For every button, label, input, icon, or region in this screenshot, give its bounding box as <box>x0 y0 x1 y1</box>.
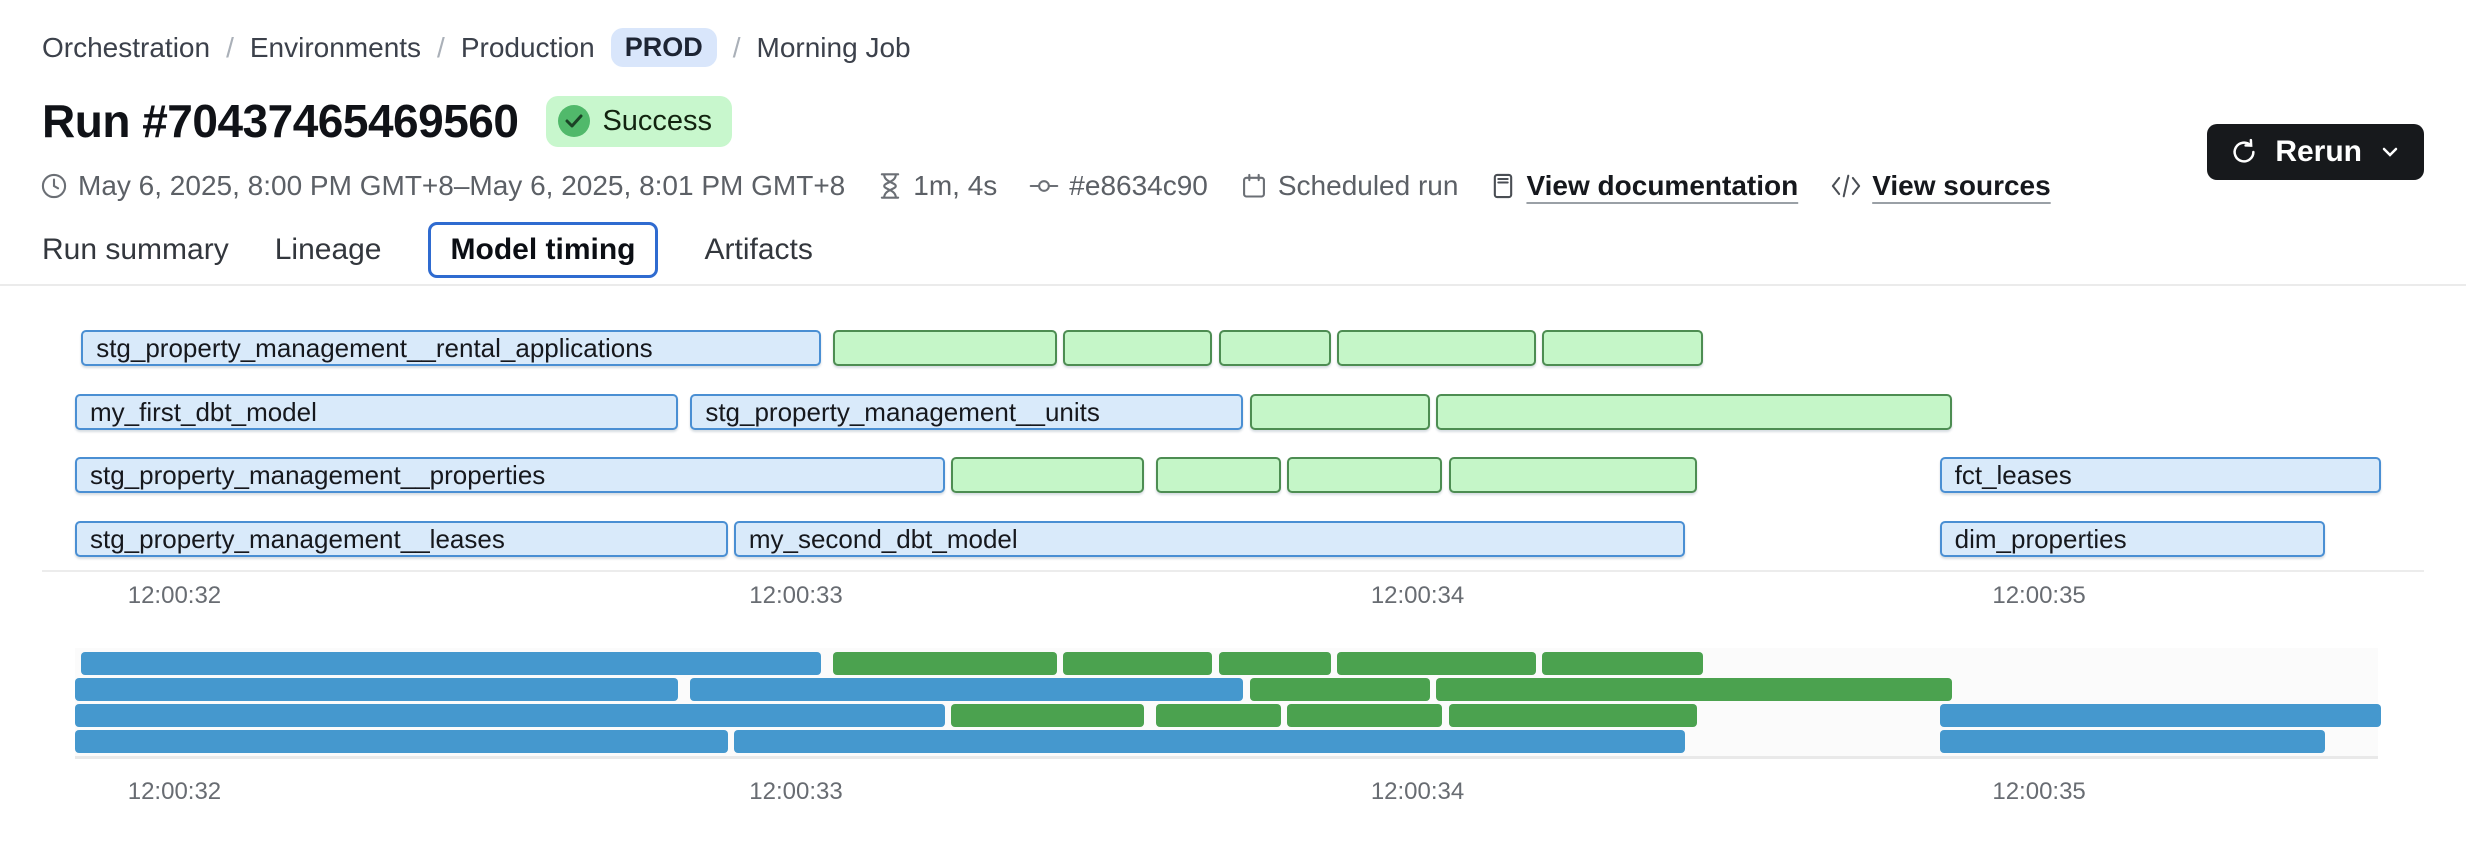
minimap-divider <box>75 756 2378 759</box>
gantt-bar[interactable] <box>951 457 1145 493</box>
hourglass-icon <box>881 173 900 199</box>
axis-tick-label: 12:00:32 <box>127 778 222 805</box>
minimap-bar <box>951 704 1145 727</box>
minimap-bar <box>1063 652 1213 675</box>
minimap-bar <box>75 678 678 701</box>
breadcrumb-separator: / <box>437 31 445 63</box>
gantt-bar[interactable] <box>1541 330 1704 366</box>
minimap-bar <box>1287 704 1443 727</box>
minimap-bar <box>1541 652 1704 675</box>
gantt-bar-my_second_dbt_model[interactable]: my_second_dbt_model <box>733 521 1685 557</box>
breadcrumb-item-prod: PROD <box>610 28 717 67</box>
tab-bar-divider <box>0 284 2466 286</box>
breadcrumb-item-environments[interactable]: Environments <box>249 31 422 63</box>
chevron-down-icon[interactable] <box>2378 140 2402 164</box>
gantt-bar-my_first_dbt_model[interactable]: my_first_dbt_model <box>75 394 678 430</box>
gantt-bar-dim_properties[interactable]: dim_properties <box>1939 521 2325 557</box>
commit-hash: #e8634c90 <box>1029 170 1208 202</box>
code-icon <box>1832 174 1861 198</box>
run-time-range: May 6, 2025, 8:00 PM GMT+8–May 6, 2025, … <box>40 170 845 202</box>
gantt-bar[interactable] <box>1156 457 1281 493</box>
breadcrumb-item-orchestration[interactable]: Orchestration <box>42 31 211 63</box>
minimap-bar <box>75 704 946 727</box>
success-check-icon <box>558 105 591 137</box>
rerun-button-label: Rerun <box>2275 135 2362 168</box>
gantt-bar[interactable] <box>1249 394 1430 430</box>
view-documentation-link[interactable]: View documentation <box>1490 170 1798 202</box>
gantt-bar[interactable] <box>1218 330 1331 366</box>
breadcrumb: Orchestration / Environments / Production PRO… <box>42 28 911 67</box>
run-duration: 1m, 4s <box>877 170 997 202</box>
minimap-bar <box>1448 704 1698 727</box>
minimap-bar <box>833 652 1058 675</box>
gantt-bar-stg_property_management__properties[interactable]: stg_property_management__properties <box>75 457 946 493</box>
gantt-bar-fct_leases[interactable]: fct_leases <box>1939 457 2381 493</box>
axis-tick-label: 12:00:35 <box>1992 778 2086 805</box>
minimap-bar <box>1156 704 1281 727</box>
rerun-button[interactable]: Rerun <box>2207 124 2424 180</box>
breadcrumb-separator: / <box>732 31 741 63</box>
commit-icon <box>1029 180 1059 192</box>
view-sources-link[interactable]: View sources <box>1830 170 2051 202</box>
minimap-bar <box>75 730 728 753</box>
refresh-icon <box>2229 137 2259 167</box>
minimap-bar <box>1249 678 1430 701</box>
gantt-bar-stg_property_management__rental_applications[interactable]: stg_property_management__rental_applicat… <box>81 330 821 366</box>
gantt-axis-divider <box>42 570 2424 572</box>
run-trigger: Scheduled run <box>1240 170 1458 202</box>
minimap-bar <box>1336 652 1536 675</box>
tab-lineage[interactable]: Lineage <box>274 233 382 266</box>
clock-icon <box>41 173 67 199</box>
gantt-bar[interactable] <box>1448 457 1698 493</box>
run-meta-row: May 6, 2025, 8:00 PM GMT+8–May 6, 2025, … <box>40 170 2051 202</box>
axis-tick-label: 12:00:33 <box>749 778 843 805</box>
tab-run-summary[interactable]: Run summary <box>42 233 229 266</box>
gantt-bar[interactable] <box>1336 330 1536 366</box>
axis-tick-label: 12:00:33 <box>749 582 843 609</box>
gantt-bar[interactable] <box>833 330 1058 366</box>
gantt-bar[interactable] <box>1063 330 1213 366</box>
minimap-bar <box>1939 730 2325 753</box>
axis-tick-label: 12:00:35 <box>1992 582 2086 609</box>
calendar-icon <box>1242 173 1265 198</box>
gantt-bar[interactable] <box>1436 394 1953 430</box>
axis-tick-label: 12:00:32 <box>127 582 222 609</box>
title-row: Run #70437465469560 Success <box>42 94 733 148</box>
minimap-bar <box>1939 704 2381 727</box>
page-title: Run #70437465469560 <box>42 95 519 147</box>
status-badge: Success <box>546 95 733 147</box>
tab-bar: Run summary Lineage Model timing Artifacts <box>42 222 813 278</box>
axis-tick-label: 12:00:34 <box>1370 778 1465 805</box>
tab-model-timing[interactable]: Model timing <box>427 222 659 278</box>
tab-artifacts[interactable]: Artifacts <box>704 233 813 266</box>
axis-tick-label: 12:00:34 <box>1370 582 1465 609</box>
breadcrumb-separator: / <box>226 31 234 63</box>
breadcrumb-item-morning-job: Morning Job <box>756 31 911 63</box>
gantt-bar[interactable] <box>1287 457 1443 493</box>
minimap-bar <box>690 678 1244 701</box>
minimap-bar <box>1218 652 1331 675</box>
documentation-icon <box>1494 173 1513 199</box>
minimap-bar <box>81 652 821 675</box>
gantt-bar-stg_property_management__units[interactable]: stg_property_management__units <box>690 394 1244 430</box>
breadcrumb-item-production[interactable]: Production <box>460 31 595 63</box>
minimap-bar <box>733 730 1685 753</box>
status-badge-label: Success <box>602 104 713 137</box>
gantt-bar-stg_property_management__leases[interactable]: stg_property_management__leases <box>75 521 728 557</box>
minimap-bar <box>1436 678 1953 701</box>
